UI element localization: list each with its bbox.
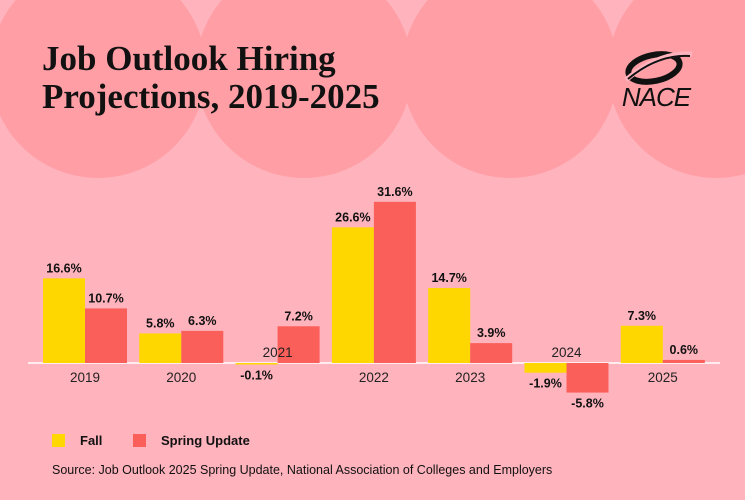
data-label-spring-update-2020: 6.3% bbox=[188, 314, 217, 328]
data-label-fall-2025: 7.3% bbox=[628, 309, 657, 323]
bar-fall-2020 bbox=[139, 333, 182, 363]
legend-item-fall: Fall bbox=[52, 433, 102, 448]
x-tick-label-2024: 2024 bbox=[551, 345, 582, 360]
title-line-2: Projections, 2019-2025 bbox=[42, 77, 380, 116]
x-tick-label-2021: 2021 bbox=[263, 345, 293, 360]
legend-swatch-fall bbox=[52, 434, 65, 447]
bar-spring-update-2023 bbox=[470, 343, 513, 363]
data-label-spring-update-2019: 10.7% bbox=[88, 291, 123, 305]
data-label-fall-2022: 26.6% bbox=[335, 210, 370, 224]
nace-swoosh-logo-icon bbox=[624, 51, 693, 85]
bar-fall-2025 bbox=[620, 325, 663, 363]
chart-title: Job Outlook Hiring Projections, 2019-202… bbox=[42, 40, 462, 116]
data-label-fall-2023: 14.7% bbox=[431, 271, 466, 285]
logo-text: NACE bbox=[621, 82, 691, 112]
x-tick-label-2019: 2019 bbox=[70, 370, 100, 385]
bg-circle bbox=[0, 0, 206, 178]
bar-spring-update-2025 bbox=[662, 359, 705, 363]
nace-logo: NACE bbox=[606, 46, 706, 112]
legend-label-spring-update: Spring Update bbox=[161, 433, 250, 448]
bg-circle bbox=[196, 0, 412, 178]
legend-label-fall: Fall bbox=[80, 433, 103, 448]
bg-circle bbox=[608, 0, 745, 178]
data-label-spring-update-2025: 0.6% bbox=[670, 343, 699, 357]
data-label-fall-2020: 5.8% bbox=[146, 316, 175, 330]
bar-fall-2019 bbox=[43, 278, 85, 363]
data-label-spring-update-2024: -5.8% bbox=[571, 397, 604, 411]
data-label-spring-update-2023: 3.9% bbox=[477, 326, 506, 340]
bg-circle bbox=[402, 0, 618, 178]
data-label-fall-2019: 16.6% bbox=[46, 261, 81, 275]
source-note: Source: Job Outlook 2025 Spring Update, … bbox=[52, 463, 553, 477]
data-label-spring-update-2021: 7.2% bbox=[284, 309, 313, 323]
bar-fall-2021 bbox=[235, 363, 278, 365]
bar-spring-update-2021 bbox=[277, 326, 320, 363]
x-tick-label-2025: 2025 bbox=[648, 370, 678, 385]
x-tick-label-2022: 2022 bbox=[359, 370, 389, 385]
bar-spring-update-2022 bbox=[373, 201, 416, 363]
title-line-1: Job Outlook Hiring bbox=[42, 39, 336, 78]
bar-fall-2022 bbox=[331, 227, 374, 363]
bar-fall-2024 bbox=[524, 363, 567, 373]
data-label-spring-update-2022: 31.6% bbox=[377, 185, 412, 199]
x-tick-label-2023: 2023 bbox=[455, 370, 485, 385]
bar-spring-update-2024 bbox=[566, 363, 609, 393]
legend-item-spring-update: Spring Update bbox=[133, 433, 250, 448]
bar-spring-update-2019 bbox=[85, 308, 127, 363]
legend-swatch-spring-update bbox=[133, 434, 146, 447]
bar-fall-2023 bbox=[428, 288, 471, 363]
data-label-fall-2024: -1.9% bbox=[529, 377, 562, 391]
data-label-fall-2021: -0.1% bbox=[240, 369, 273, 383]
bar-spring-update-2020 bbox=[181, 330, 224, 363]
x-tick-label-2020: 2020 bbox=[166, 370, 196, 385]
